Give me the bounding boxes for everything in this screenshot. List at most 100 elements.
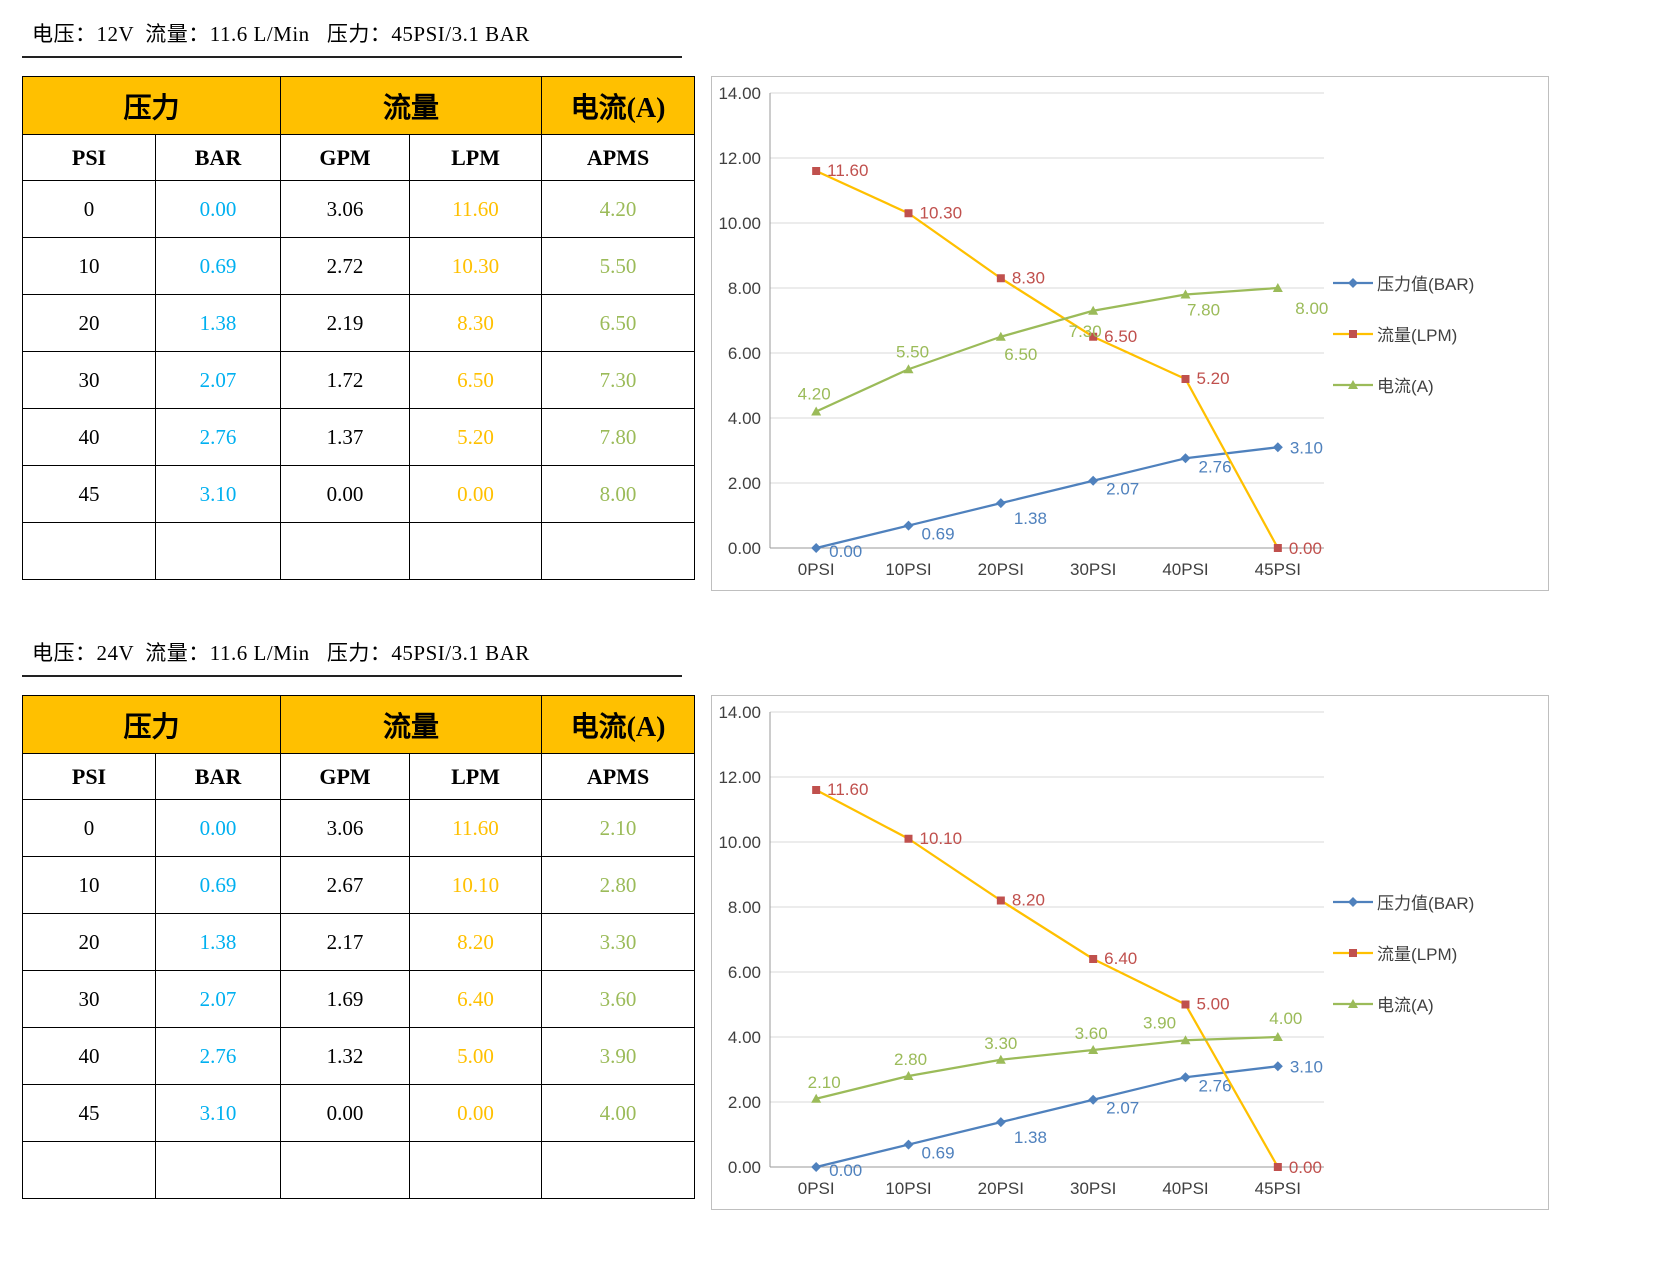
table-row: 0 0.00 3.06 11.60 4.20 [22, 180, 696, 238]
table-cell: 3.90 [541, 1027, 696, 1085]
triangle-marker [1272, 1032, 1283, 1041]
svg-text:4.00: 4.00 [728, 1028, 761, 1047]
legend-label: 流量(LPM) [1377, 326, 1458, 345]
legend-marker-icon [1333, 379, 1374, 389]
diamond-marker [903, 1139, 914, 1150]
col-header-apms: APMS [541, 134, 696, 181]
data-label: 0.69 [922, 525, 955, 544]
legend-label: 压力值(BAR) [1377, 275, 1475, 294]
svg-text:6.00: 6.00 [728, 344, 761, 363]
data-label: 10.30 [920, 203, 963, 222]
svg-text:20PSI: 20PSI [978, 560, 1024, 579]
table-cell: 4.00 [541, 1084, 696, 1142]
legend-label: 电流(A) [1377, 996, 1434, 1015]
table-cell: 0 [22, 180, 156, 238]
table-row: 40 2.76 1.37 5.20 7.80 [22, 408, 696, 466]
table-cell: 0 [22, 799, 156, 857]
data-label: 3.10 [1290, 1057, 1323, 1076]
table-cell: 30 [22, 351, 156, 409]
legend-item-1: 流量(LPM) [1332, 321, 1544, 346]
table-row: 20 1.38 2.19 8.30 6.50 [22, 294, 696, 352]
svg-text:8.00: 8.00 [728, 898, 761, 917]
table-cell: 8.30 [409, 294, 543, 352]
table-cell: 3.30 [541, 913, 696, 971]
square-marker [812, 167, 821, 175]
square-marker [1089, 955, 1098, 963]
table-cell: 40 [22, 1027, 156, 1085]
table-cell [22, 1141, 156, 1199]
table-cell [409, 1141, 543, 1199]
legend-marker-icon [1333, 329, 1374, 338]
table-cell: 0.00 [409, 465, 543, 523]
data-label: 5.00 [1197, 995, 1230, 1014]
triangle-marker [903, 1071, 914, 1080]
table-cell: 5.50 [541, 237, 696, 295]
col-header-bar: BAR [154, 134, 282, 181]
data-label: 2.07 [1106, 1099, 1139, 1118]
square-marker [1349, 329, 1358, 338]
table-row [22, 1141, 696, 1199]
svg-text:10.00: 10.00 [718, 214, 761, 233]
legend-item-1: 流量(LPM) [1332, 940, 1544, 965]
table-cell: 3.10 [154, 465, 282, 523]
data-label: 2.76 [1199, 1076, 1232, 1095]
data-label: 11.60 [827, 780, 868, 799]
table-cell: 5.00 [409, 1027, 543, 1085]
col-header-lpm: LPM [409, 134, 543, 181]
diamond-marker [1348, 277, 1359, 288]
table-cell: 1.38 [154, 913, 282, 971]
gridlines [769, 92, 1325, 549]
data-label: 1.38 [1014, 509, 1047, 528]
group-header-current: 电流(A) [541, 76, 696, 135]
performance-chart-24v: 0.00 2.00 4.00 6.00 8.00 10.00 12.00 14.00 0PSI 1… [711, 695, 1550, 1210]
data-label: 2.07 [1106, 480, 1139, 499]
svg-text:12.00: 12.00 [718, 149, 761, 168]
table-row: 40 2.76 1.32 5.00 3.90 [22, 1027, 696, 1085]
series-0-line: 0.00 0.69 1.38 2.07 2.76 3.10 [811, 438, 1323, 561]
table-cell [22, 522, 156, 580]
content-row-12v: 压力 流量 电流(A) PSI BAR GPM LPM APMS 0 0.00 3.… [21, 76, 1654, 591]
chart-plot-12v: 0.00 2.00 4.00 6.00 8.00 10.00 12.00 14.00 0PSI 1… [718, 84, 1328, 579]
svg-text:2.00: 2.00 [728, 474, 761, 493]
table-cell: 8.20 [409, 913, 543, 971]
y-axis-labels: 0.00 2.00 4.00 6.00 8.00 10.00 12.00 14.00 [718, 84, 761, 558]
triangle-marker [1272, 283, 1283, 292]
spec-table-12v: 压力 流量 电流(A) PSI BAR GPM LPM APMS 0 0.00 3.… [21, 76, 696, 580]
legend-item-2: 电流(A) [1332, 991, 1544, 1016]
triangle-marker [1180, 1035, 1191, 1045]
legend-item-0: 压力值(BAR) [1332, 270, 1544, 295]
table-cell: 0.00 [280, 1084, 411, 1142]
data-label: 2.10 [808, 1073, 841, 1092]
svg-text:0.00: 0.00 [728, 1158, 761, 1177]
triangle-marker [1180, 289, 1191, 299]
series-0-line: 0.00 0.69 1.38 2.07 2.76 3.10 [811, 1057, 1323, 1180]
table-cell: 10 [22, 237, 156, 295]
table-cell: 1.38 [154, 294, 282, 352]
diamond-marker [903, 520, 914, 531]
diamond-marker [1180, 453, 1191, 464]
col-header-apms: APMS [541, 753, 696, 800]
table-row: 45 3.10 0.00 0.00 8.00 [22, 465, 696, 523]
col-header-gpm: GPM [280, 134, 411, 181]
table-cell: 0.69 [154, 237, 282, 295]
table-cell: 10.30 [409, 237, 543, 295]
legend-item-2: 电流(A) [1332, 372, 1544, 397]
data-label: 8.00 [1295, 299, 1328, 318]
table-row [22, 522, 696, 580]
table-cell: 2.19 [280, 294, 411, 352]
legend-marker-icon [1333, 896, 1374, 907]
table-cell: 40 [22, 408, 156, 466]
svg-text:30PSI: 30PSI [1070, 1179, 1116, 1198]
svg-text:14.00: 14.00 [718, 703, 761, 722]
table-cell: 1.72 [280, 351, 411, 409]
diamond-marker [1272, 1061, 1283, 1072]
table-cell: 6.50 [409, 351, 543, 409]
table-cell: 3.60 [541, 970, 696, 1028]
triangle-marker [1088, 1045, 1099, 1054]
data-label: 4.20 [798, 385, 831, 404]
chart-legend-12v: 压力值(BAR) 流量(LPM) 电流(A) [1332, 77, 1548, 590]
col-header-psi: PSI [22, 134, 156, 181]
table-cell [154, 1141, 282, 1199]
table-cell: 4.20 [541, 180, 696, 238]
svg-text:20PSI: 20PSI [978, 1179, 1024, 1198]
